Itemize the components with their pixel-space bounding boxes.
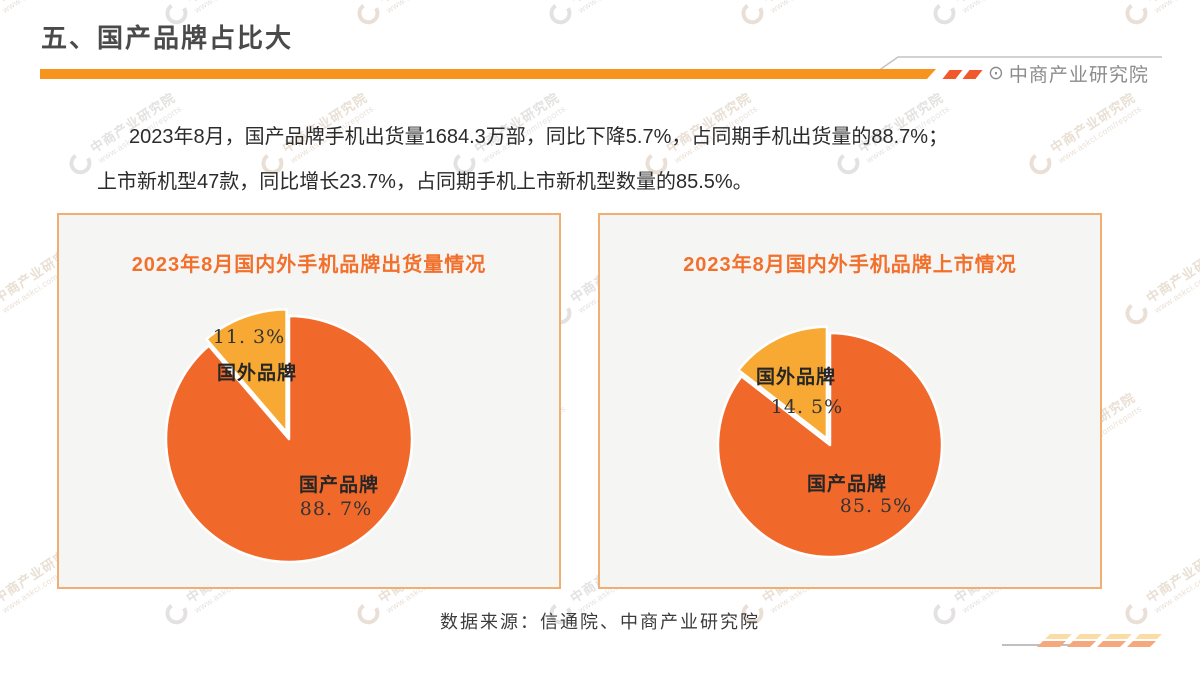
- slice-value-domestic: 85. 5%: [839, 495, 913, 517]
- panel-launches: 2023年8月国内外手机品牌上市情况 国外品牌 14. 5% 国产品牌 85. …: [598, 213, 1102, 589]
- intro-paragraph: 2023年8月，国产品牌手机出货量1684.3万部，同比下降5.7%，占同期手机…: [97, 122, 1117, 197]
- slice-value-foreign: 11. 3%: [212, 326, 286, 348]
- footer-decoration: [1002, 634, 1162, 647]
- watermark-logo-icon: [547, 0, 574, 27]
- page-title: 五、国产品牌占比大: [41, 23, 294, 53]
- data-source: 数据来源：信通院、中商产业研究院: [440, 612, 760, 633]
- slice-label-foreign: 国外品牌: [756, 367, 837, 388]
- slice-value-foreign: 14. 5%: [770, 396, 844, 418]
- watermark-logo-icon: [355, 0, 382, 27]
- pie-slice: [205, 308, 288, 434]
- slice-label-foreign: 国外品牌: [217, 363, 298, 384]
- target-circle-icon: ⊙: [988, 63, 1005, 84]
- intro-line-1: 2023年8月，国产品牌手机出货量1684.3万部，同比下降5.7%，占同期手机…: [129, 126, 949, 148]
- watermark-logo-icon: [1123, 0, 1150, 27]
- brand-logo: ⊙ 中商产业研究院: [988, 60, 1149, 87]
- panel-shipments: 2023年8月国内外手机品牌出货量情况 11. 3% 国外品牌 国产品牌 88.…: [57, 213, 561, 589]
- watermark-logo-icon: [739, 0, 766, 27]
- pie-chart-launches: [716, 325, 944, 559]
- slice-label-domestic: 国产品牌: [807, 474, 888, 495]
- watermark-logo-icon: [67, 150, 94, 177]
- watermark-logo-icon: [931, 0, 958, 27]
- chart-title-launches: 2023年8月国内外手机品牌上市情况: [683, 254, 1017, 276]
- pie-chart-shipments: [164, 308, 414, 564]
- header-underline: [40, 69, 936, 79]
- brand-logo-text: 中商产业研究院: [1008, 65, 1149, 86]
- slice-value-domestic: 88. 7%: [299, 498, 373, 520]
- chart-title-shipments: 2023年8月国内外手机品牌出货量情况: [131, 254, 487, 276]
- watermark-logo-icon: [1123, 300, 1150, 327]
- intro-line-2: 上市新机型47款，同比增长23.7%，占同期手机上市新机型数量的85.5%。: [97, 171, 753, 193]
- pie-slice: [737, 325, 829, 440]
- pie-slice: [164, 314, 414, 564]
- pie-slice: [716, 331, 944, 559]
- slice-label-domestic: 国产品牌: [299, 475, 380, 496]
